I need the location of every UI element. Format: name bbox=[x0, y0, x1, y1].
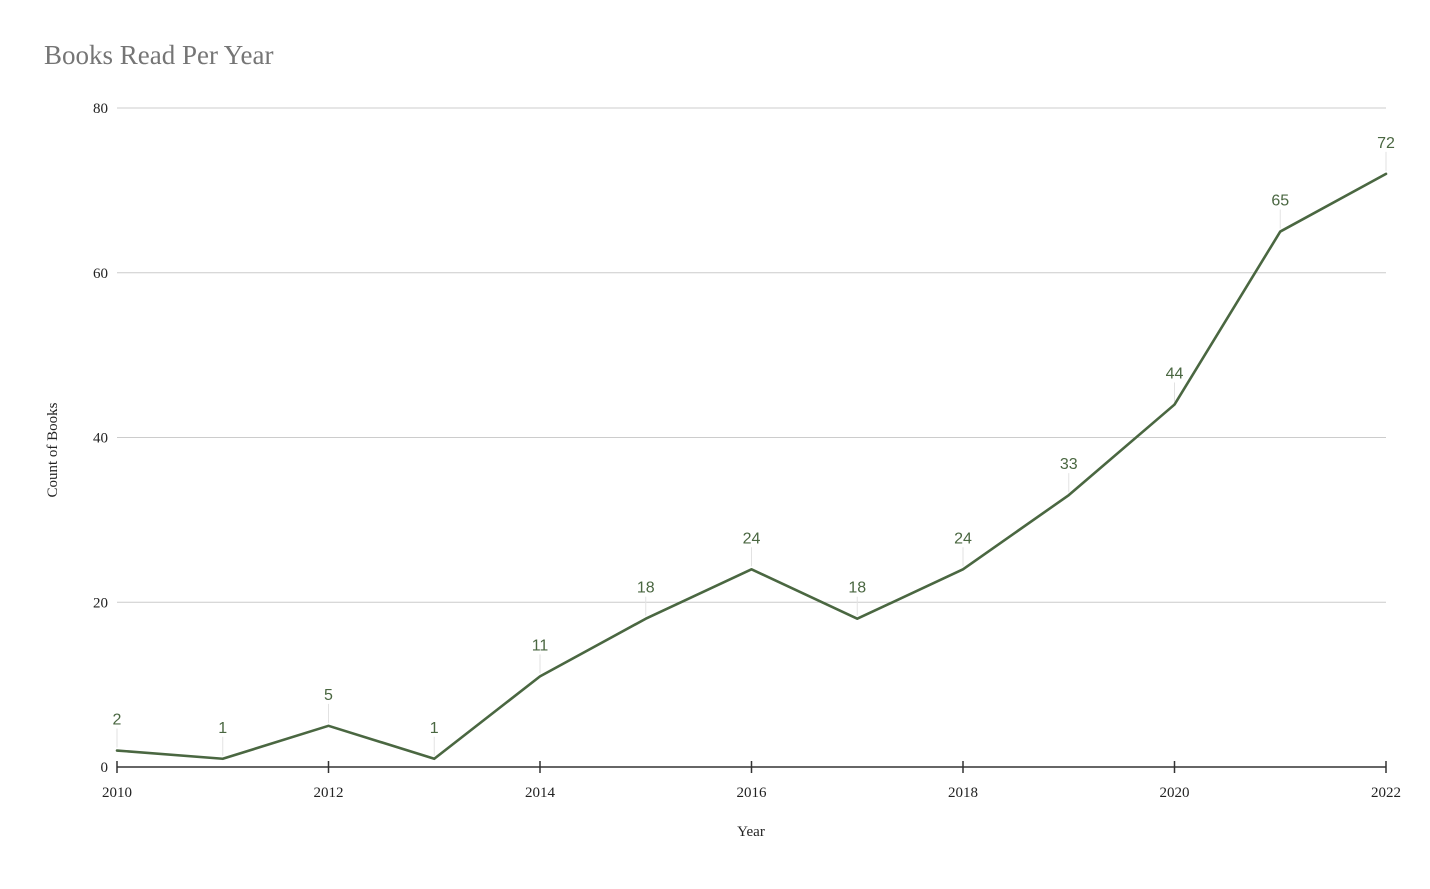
x-tick-label: 2022 bbox=[1371, 785, 1401, 801]
data-label: 24 bbox=[743, 530, 761, 547]
y-axis: 0 20 40 60 80 bbox=[93, 101, 108, 776]
x-tick-label: 2014 bbox=[525, 785, 556, 801]
x-tick-label: 2018 bbox=[948, 785, 978, 801]
x-tick-label: 2016 bbox=[737, 785, 768, 801]
y-tick-label: 20 bbox=[93, 595, 108, 611]
series-line bbox=[115, 172, 1388, 761]
x-tick-label: 2020 bbox=[1160, 785, 1190, 801]
y-tick-label: 80 bbox=[93, 101, 108, 117]
data-label: 24 bbox=[954, 530, 972, 547]
data-label: 1 bbox=[430, 720, 439, 737]
x-axis-title: Year bbox=[737, 824, 765, 840]
x-axis-ticks: 2010 2012 2014 2016 2018 2020 2022 bbox=[102, 761, 1401, 801]
data-label-leaders bbox=[116, 151, 1387, 756]
y-tick-label: 60 bbox=[93, 266, 108, 282]
data-label: 2 bbox=[113, 712, 122, 729]
data-label: 72 bbox=[1377, 135, 1395, 152]
data-label: 1 bbox=[218, 720, 227, 737]
gridlines bbox=[117, 107, 1386, 603]
x-tick-label: 2012 bbox=[314, 785, 344, 801]
y-tick-label: 40 bbox=[93, 431, 108, 447]
data-label: 11 bbox=[532, 637, 549, 654]
series-layer bbox=[115, 172, 1388, 761]
data-label: 18 bbox=[637, 580, 655, 597]
y-tick-label: 0 bbox=[101, 760, 109, 776]
chart-title: Books Read Per Year bbox=[44, 40, 274, 70]
y-axis-title: Count of Books bbox=[45, 402, 61, 497]
x-tick-label: 2010 bbox=[102, 785, 132, 801]
data-label: 18 bbox=[848, 580, 866, 597]
data-label: 33 bbox=[1060, 456, 1078, 473]
data-label: 65 bbox=[1271, 193, 1289, 210]
data-label: 44 bbox=[1166, 366, 1184, 383]
data-label: 5 bbox=[324, 687, 333, 704]
